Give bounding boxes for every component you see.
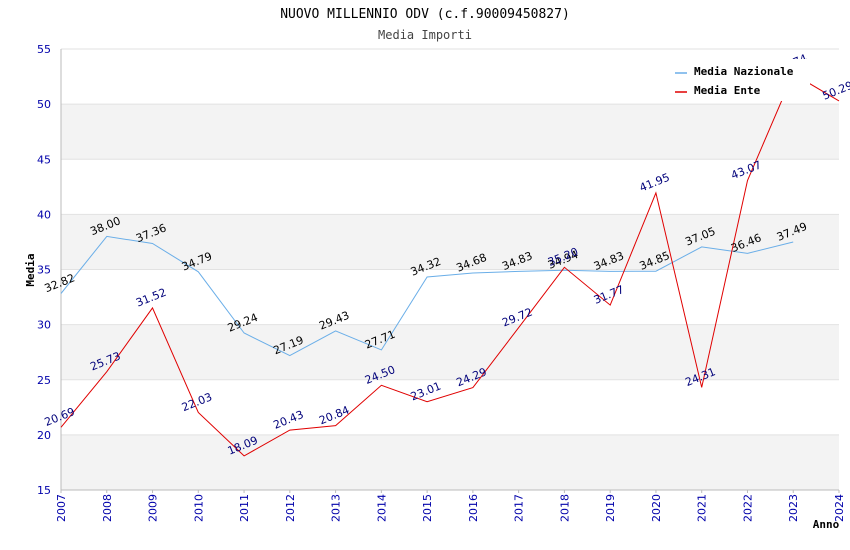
x-tick-label: 2010 bbox=[192, 494, 205, 522]
data-label-media-ente: 20.84 bbox=[317, 403, 351, 427]
grid-band bbox=[61, 324, 839, 380]
x-tick-label: 2012 bbox=[284, 494, 297, 522]
x-tick-label: 2009 bbox=[147, 494, 160, 522]
data-label-media-ente: 23.01 bbox=[409, 380, 443, 404]
y-tick-label: 25 bbox=[37, 374, 51, 387]
x-axis-label: Anno bbox=[813, 518, 840, 531]
x-tick-label: 2016 bbox=[467, 494, 480, 522]
y-tick-label: 50 bbox=[37, 98, 51, 111]
x-tick-label: 2020 bbox=[650, 494, 663, 522]
x-tick-labels: 2007 2008 2009 2010 2011 2012 2013 2014 2015 2016… bbox=[55, 490, 846, 522]
series-lines bbox=[60, 73, 840, 457]
grid-bands bbox=[61, 104, 839, 490]
x-tick-label: 2011 bbox=[238, 494, 251, 522]
legend: Media Nazionale Media Ente bbox=[669, 59, 810, 101]
x-tick-label: 2008 bbox=[101, 494, 114, 522]
chart-subtitle: Media Importi bbox=[378, 28, 472, 42]
grid-band bbox=[61, 104, 839, 160]
data-label-media-ente: 31.77 bbox=[592, 283, 626, 307]
y-tick-label: 30 bbox=[37, 319, 51, 332]
legend-label-media-nazionale: Media Nazionale bbox=[694, 65, 794, 78]
y-tick-label: 55 bbox=[37, 43, 51, 56]
x-tick-label: 2024 bbox=[833, 494, 846, 522]
legend-box bbox=[669, 59, 810, 101]
legend-label-media-ente: Media Ente bbox=[694, 84, 761, 97]
y-tick-label: 35 bbox=[37, 264, 51, 277]
y-tick-label: 45 bbox=[37, 153, 51, 166]
grid-band bbox=[61, 434, 839, 490]
chart-title: NUOVO MILLENNIO ODV (c.f.90009450827) bbox=[280, 7, 570, 22]
grid-lines bbox=[61, 48, 839, 491]
y-tick-label: 40 bbox=[37, 208, 51, 221]
y-axis-label: Media bbox=[24, 253, 37, 286]
data-label-media-ente: 20.43 bbox=[271, 408, 305, 432]
data-label-media-ente: 31.52 bbox=[134, 286, 168, 310]
series-line-media-ente bbox=[60, 73, 840, 457]
data-label-media-ente: 20.69 bbox=[43, 405, 77, 429]
y-tick-label: 15 bbox=[37, 484, 51, 497]
x-tick-label: 2018 bbox=[558, 494, 571, 522]
x-tick-label: 2007 bbox=[55, 494, 68, 522]
x-tick-label: 2021 bbox=[696, 494, 709, 522]
x-tick-label: 2013 bbox=[330, 494, 343, 522]
x-tick-label: 2015 bbox=[421, 494, 434, 522]
grid-band bbox=[61, 214, 839, 270]
x-tick-label: 2017 bbox=[513, 494, 526, 522]
x-tick-label: 2014 bbox=[375, 494, 388, 522]
y-tick-label: 20 bbox=[37, 429, 51, 442]
x-tick-label: 2022 bbox=[741, 494, 754, 522]
x-tick-label: 2019 bbox=[604, 494, 617, 522]
series-line-media-nazionale bbox=[60, 235, 794, 357]
data-label-media-ente: 41.95 bbox=[638, 171, 672, 195]
x-tick-label: 2023 bbox=[787, 494, 800, 522]
data-label-media-ente: 43.07 bbox=[729, 158, 763, 182]
y-tick-labels: 15 20 25 30 35 40 45 50 55 bbox=[37, 43, 51, 497]
